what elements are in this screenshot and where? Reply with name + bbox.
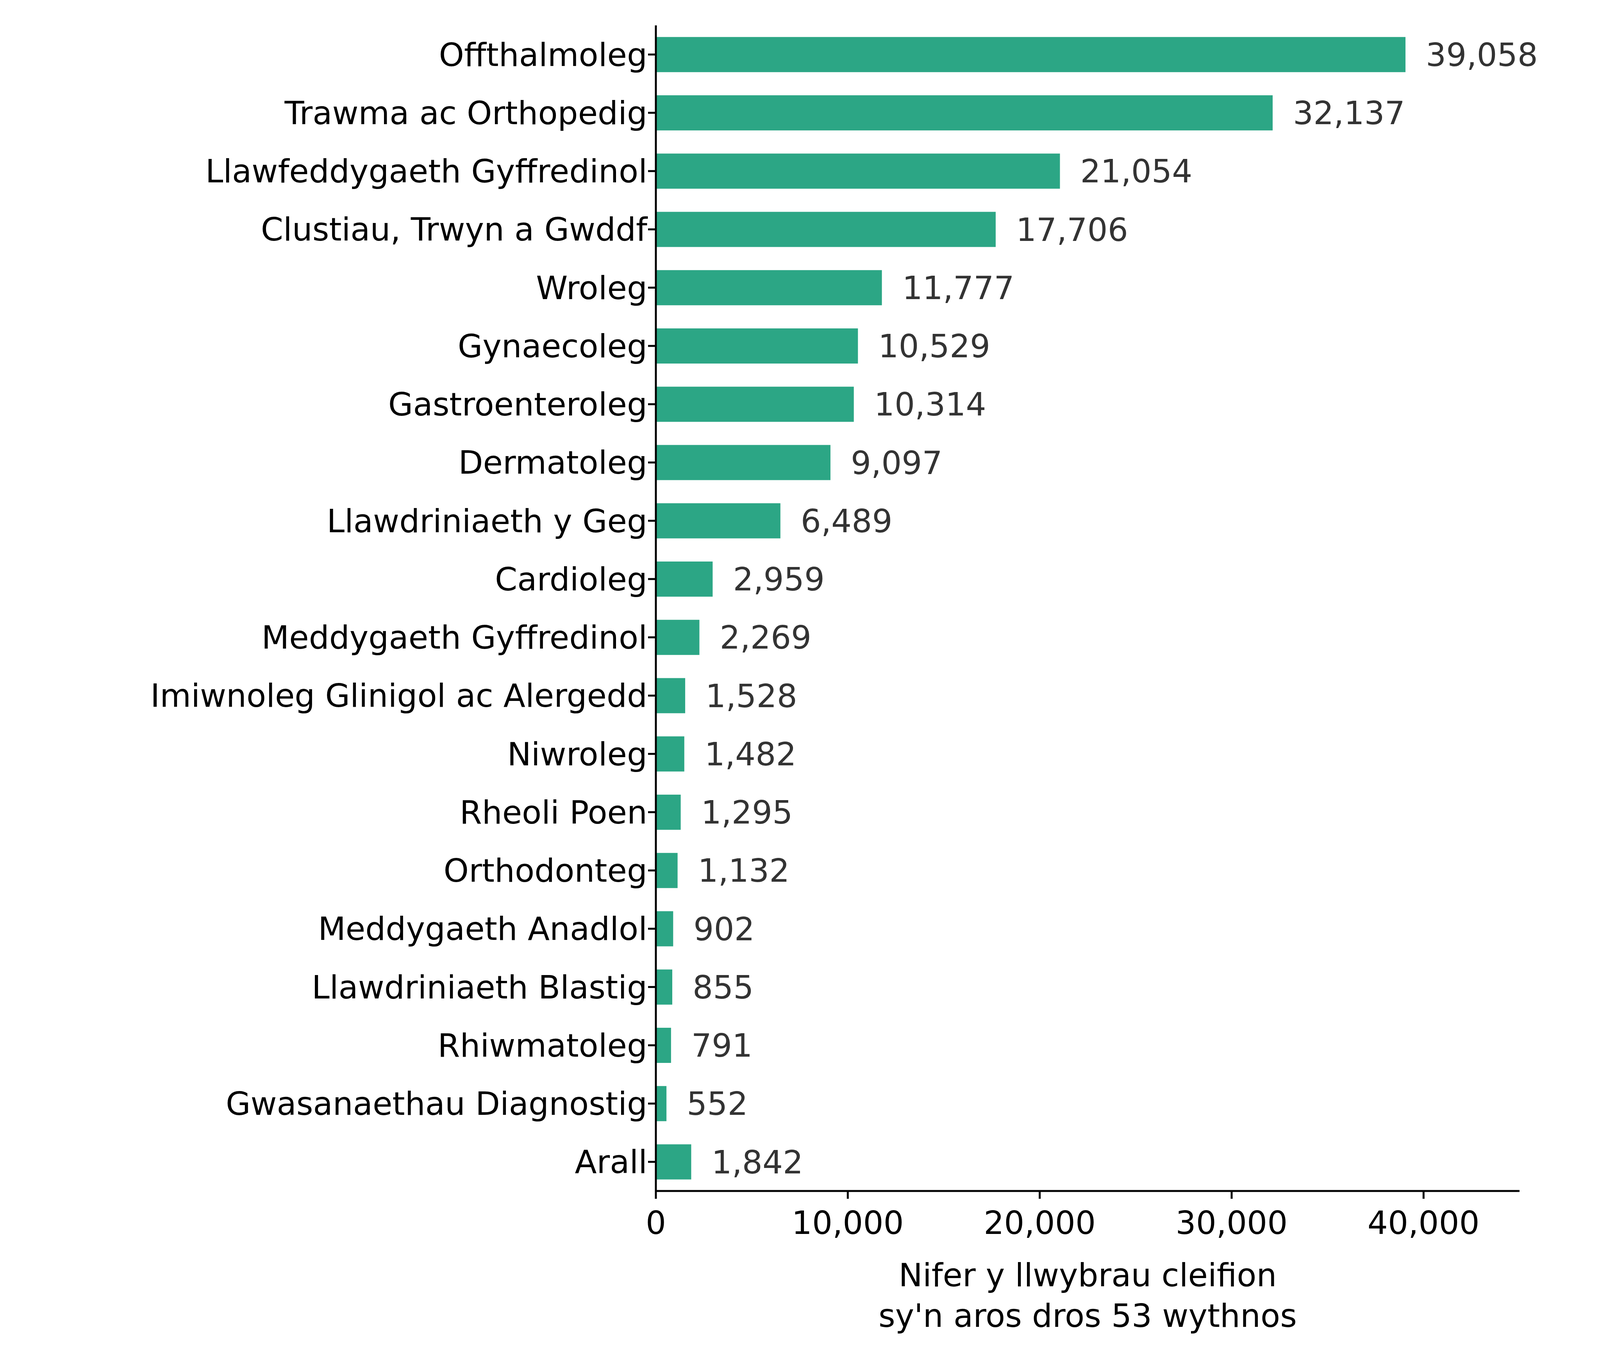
svg-text:2,269: 2,269 [719,619,812,657]
svg-text:Offthalmoleg: Offthalmoleg [438,36,648,74]
svg-text:791: 791 [691,1027,753,1065]
svg-text:10,314: 10,314 [874,385,987,424]
svg-text:21,054: 21,054 [1080,152,1193,190]
svg-text:Nifer y llwybrau cleifionsy'n: Nifer y llwybrau cleifionsy'n aros dros … [878,1257,1297,1335]
svg-text:1,482: 1,482 [704,735,797,774]
svg-text:Cardioleg: Cardioleg [494,560,648,599]
svg-text:Meddygaeth Gyffredinol: Meddygaeth Gyffredinol [261,619,648,657]
svg-text:1,842: 1,842 [711,1144,804,1182]
svg-text:20,000: 20,000 [983,1204,1096,1242]
svg-text:Niwroleg: Niwroleg [507,735,648,774]
svg-text:Llawdriniaeth y Geg: Llawdriniaeth y Geg [326,502,648,540]
svg-text:Gastroenteroleg: Gastroenteroleg [388,385,648,424]
svg-text:40,000: 40,000 [1367,1204,1480,1242]
svg-text:Gynaecoleg: Gynaecoleg [457,327,648,365]
svg-text:Clustiau, Trwyn a Gwddf: Clustiau, Trwyn a Gwddf [260,210,649,249]
svg-text:Rheoli Poen: Rheoli Poen [459,794,648,832]
svg-text:2,959: 2,959 [732,560,825,599]
svg-text:Arall: Arall [574,1143,648,1181]
svg-text:10,000: 10,000 [791,1204,904,1242]
svg-text:39,058: 39,058 [1425,36,1538,74]
svg-text:9,097: 9,097 [850,444,943,482]
svg-text:Imiwnoleg Glinigol ac Alergedd: Imiwnoleg Glinigol ac Alergedd [150,677,648,715]
svg-text:0: 0 [645,1204,667,1242]
svg-text:Orthodonteg: Orthodonteg [443,852,648,890]
svg-text:Wroleg: Wroleg [535,269,648,307]
svg-text:11,777: 11,777 [902,269,1015,307]
svg-text:10,529: 10,529 [878,327,991,365]
svg-text:1,528: 1,528 [705,677,798,715]
svg-text:Trawma ac Orthopedig: Trawma ac Orthopedig [283,94,648,132]
svg-text:902: 902 [693,910,755,949]
svg-text:Rhiwmatoleg: Rhiwmatoleg [437,1027,648,1065]
svg-text:1,295: 1,295 [701,794,793,832]
svg-text:855: 855 [692,969,754,1007]
svg-text:Dermatoleg: Dermatoleg [458,444,648,482]
svg-text:30,000: 30,000 [1175,1204,1288,1242]
svg-text:1,132: 1,132 [698,852,790,890]
svg-text:6,489: 6,489 [800,502,893,540]
svg-text:Llawfeddygaeth Gyffredinol: Llawfeddygaeth Gyffredinol [205,152,648,190]
svg-text:17,706: 17,706 [1016,211,1129,249]
svg-text:Gwasanaethau Diagnostig: Gwasanaethau Diagnostig [225,1085,648,1123]
svg-text:552: 552 [686,1085,749,1123]
svg-text:Llawdriniaeth Blastig: Llawdriniaeth Blastig [311,969,648,1007]
svg-text:Meddygaeth Anadlol: Meddygaeth Anadlol [317,910,648,948]
svg-text:32,137: 32,137 [1292,94,1406,132]
